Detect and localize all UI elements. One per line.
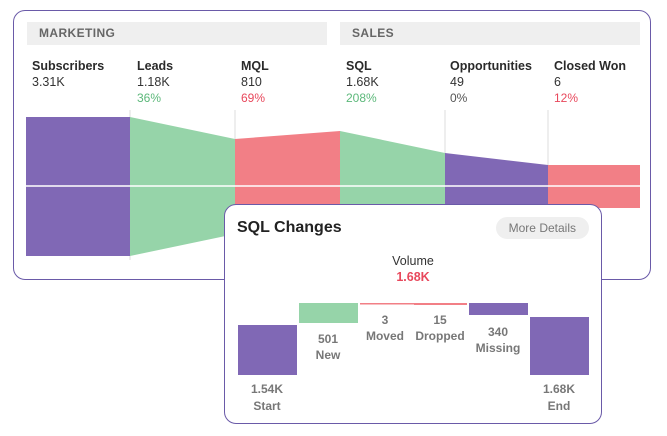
stage-name: Subscribers: [32, 59, 105, 73]
step-missing-value: 340: [488, 325, 508, 339]
stage-conversion: 12%: [554, 91, 579, 105]
volume-label: Volume: [392, 254, 434, 268]
stage-conversion: 69%: [241, 91, 266, 105]
sql-changes-popup: SQL Changes More Details Volume 1.68K 1.…: [224, 204, 602, 424]
stage-name: MQL: [241, 59, 269, 73]
waterfall-chart: 1.54K Start 501 New 3 Moved 15 Dropped 3…: [238, 303, 589, 413]
step-missing-label: Missing: [476, 341, 521, 355]
stage-sql[interactable]: SQL 1.68K 208%: [346, 58, 379, 106]
stage-conversion: 0%: [450, 91, 468, 105]
popup-title: SQL Changes: [237, 219, 342, 236]
waterfall-bar-missing[interactable]: [469, 303, 528, 315]
stage-subscribers[interactable]: Subscribers 3.31K: [32, 58, 104, 90]
stage-value: 1.18K: [137, 75, 170, 89]
step-dropped-label: Dropped: [415, 329, 464, 343]
waterfall-bar-start[interactable]: [238, 325, 297, 375]
stage-value: 49: [450, 75, 464, 89]
step-moved-value: 3: [382, 313, 389, 327]
step-start-value: 1.54K: [251, 382, 283, 396]
stage-leads[interactable]: Leads 1.18K 36%: [137, 58, 173, 106]
waterfall-bar-moved[interactable]: [360, 303, 419, 305]
stage-conversion: 36%: [137, 91, 162, 105]
section-header-marketing: MARKETING: [27, 22, 327, 45]
stage-value: 1.68K: [346, 75, 379, 89]
stage-mql[interactable]: MQL 810 69%: [241, 58, 269, 106]
stage-name: Closed Won: [554, 59, 626, 73]
waterfall-bar-end[interactable]: [530, 317, 589, 375]
section-header-sales: SALES: [340, 22, 640, 45]
waterfall-bar-dropped[interactable]: [414, 303, 467, 305]
step-new-label: New: [316, 348, 341, 362]
step-moved-label: Moved: [366, 329, 404, 343]
step-end-label: End: [548, 399, 571, 413]
step-end-value: 1.68K: [543, 382, 575, 396]
step-start-label: Start: [253, 399, 280, 413]
stage-conversion: 208%: [346, 91, 377, 105]
volume-value: 1.68K: [396, 270, 430, 284]
stage-value: 810: [241, 75, 262, 89]
stage-closed-won[interactable]: Closed Won 6 12%: [554, 58, 626, 106]
waterfall-bar-new[interactable]: [299, 303, 358, 323]
step-new-value: 501: [318, 332, 338, 346]
stage-name: SQL: [346, 59, 372, 73]
stage-value: 6: [554, 75, 561, 89]
stage-name: Opportunities: [450, 59, 532, 73]
step-dropped-value: 15: [433, 313, 447, 327]
stage-opportunities[interactable]: Opportunities 49 0%: [450, 58, 532, 106]
stage-value: 3.31K: [32, 75, 65, 89]
more-details-button[interactable]: More Details: [495, 217, 589, 239]
stage-name: Leads: [137, 59, 174, 73]
